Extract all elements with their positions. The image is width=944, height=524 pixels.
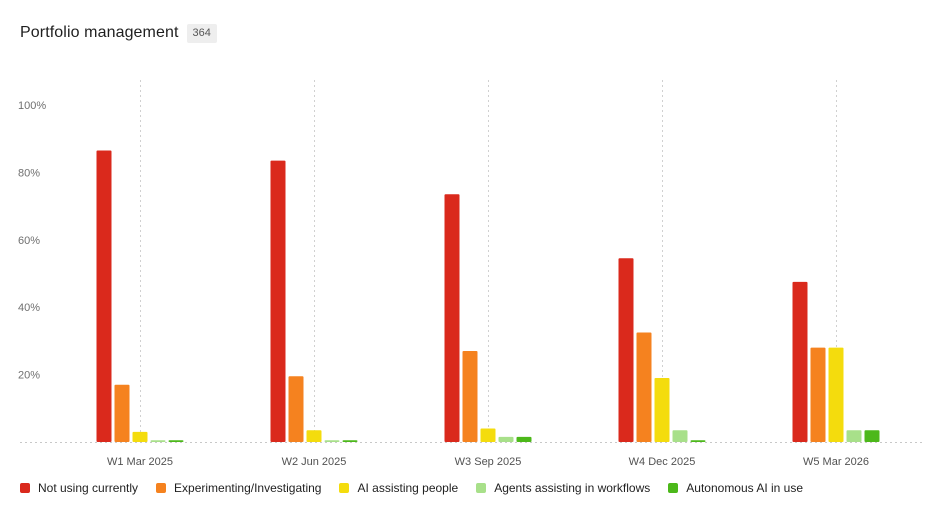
x-tick-label: W1 Mar 2025: [107, 456, 173, 468]
bar-not-using-currently: [444, 194, 460, 442]
legend-item[interactable]: Agents assisting in workflows: [476, 481, 650, 495]
bar-ai-assisting-people: [306, 430, 322, 442]
bar-experimenting-investigating: [810, 347, 826, 442]
y-tick-label: 100%: [18, 100, 46, 112]
y-tick-label: 60%: [18, 235, 40, 247]
chart-header: Portfolio management 364: [20, 22, 217, 44]
bar-agents-assisting-in-workflows: [846, 430, 862, 442]
legend-swatch: [339, 483, 350, 493]
bar-agents-assisting-in-workflows: [324, 440, 340, 442]
legend-label: AI assisting people: [357, 481, 459, 495]
bar-agents-assisting-in-workflows: [498, 436, 514, 442]
legend-item[interactable]: AI assisting people: [339, 481, 458, 495]
legend-swatch: [20, 483, 30, 493]
y-tick-label: 20%: [18, 370, 40, 382]
bar-ai-assisting-people: [828, 347, 844, 442]
bar-ai-assisting-people: [480, 428, 496, 442]
bar-autonomous-ai-in-use: [342, 440, 358, 442]
bar-autonomous-ai-in-use: [516, 436, 532, 442]
legend-item[interactable]: Experimenting/Investigating: [156, 481, 321, 495]
x-tick-label: W3 Sep 2025: [455, 456, 522, 468]
bar-not-using-currently: [96, 150, 112, 442]
bar-experimenting-investigating: [636, 332, 652, 442]
bar-autonomous-ai-in-use: [864, 430, 880, 442]
chart-legend: Not using currently Experimenting/Investi…: [20, 481, 821, 495]
legend-swatch: [668, 483, 679, 493]
x-tick-label: W5 Mar 2026: [803, 456, 869, 468]
bar-not-using-currently: [270, 160, 286, 442]
x-tick-label: W4 Dec 2025: [629, 456, 696, 468]
bar-autonomous-ai-in-use: [168, 440, 184, 442]
bar-autonomous-ai-in-use: [690, 440, 706, 442]
chart-title: Portfolio management: [20, 24, 179, 41]
bar-experimenting-investigating: [462, 351, 478, 442]
bar-chart: 20% 40% 60% 80% 100% W1 Mar 2025 W2 Jun 2025 W3…: [18, 80, 922, 468]
legend-swatch: [156, 483, 167, 493]
bar-not-using-currently: [792, 281, 808, 442]
bar-ai-assisting-people: [654, 378, 670, 442]
legend-label: Not using currently: [38, 481, 139, 495]
bar-agents-assisting-in-workflows: [150, 440, 166, 442]
legend-label: Agents assisting in workflows: [494, 481, 651, 495]
x-tick-label: W2 Jun 2025: [282, 456, 347, 468]
legend-label: Experimenting/Investigating: [174, 481, 322, 495]
legend-label: Autonomous AI in use: [686, 481, 804, 495]
y-tick-label: 80%: [18, 167, 40, 179]
legend-swatch: [476, 483, 487, 493]
bar-not-using-currently: [618, 258, 634, 442]
legend-item[interactable]: Autonomous AI in use: [668, 481, 803, 495]
legend-item[interactable]: Not using currently: [20, 481, 138, 495]
bar-experimenting-investigating: [288, 376, 304, 442]
bar-ai-assisting-people: [132, 431, 148, 442]
bar-experimenting-investigating: [114, 384, 130, 442]
y-tick-label: 40%: [18, 302, 40, 314]
response-count-badge: 364: [186, 23, 217, 43]
bar-agents-assisting-in-workflows: [672, 430, 688, 442]
